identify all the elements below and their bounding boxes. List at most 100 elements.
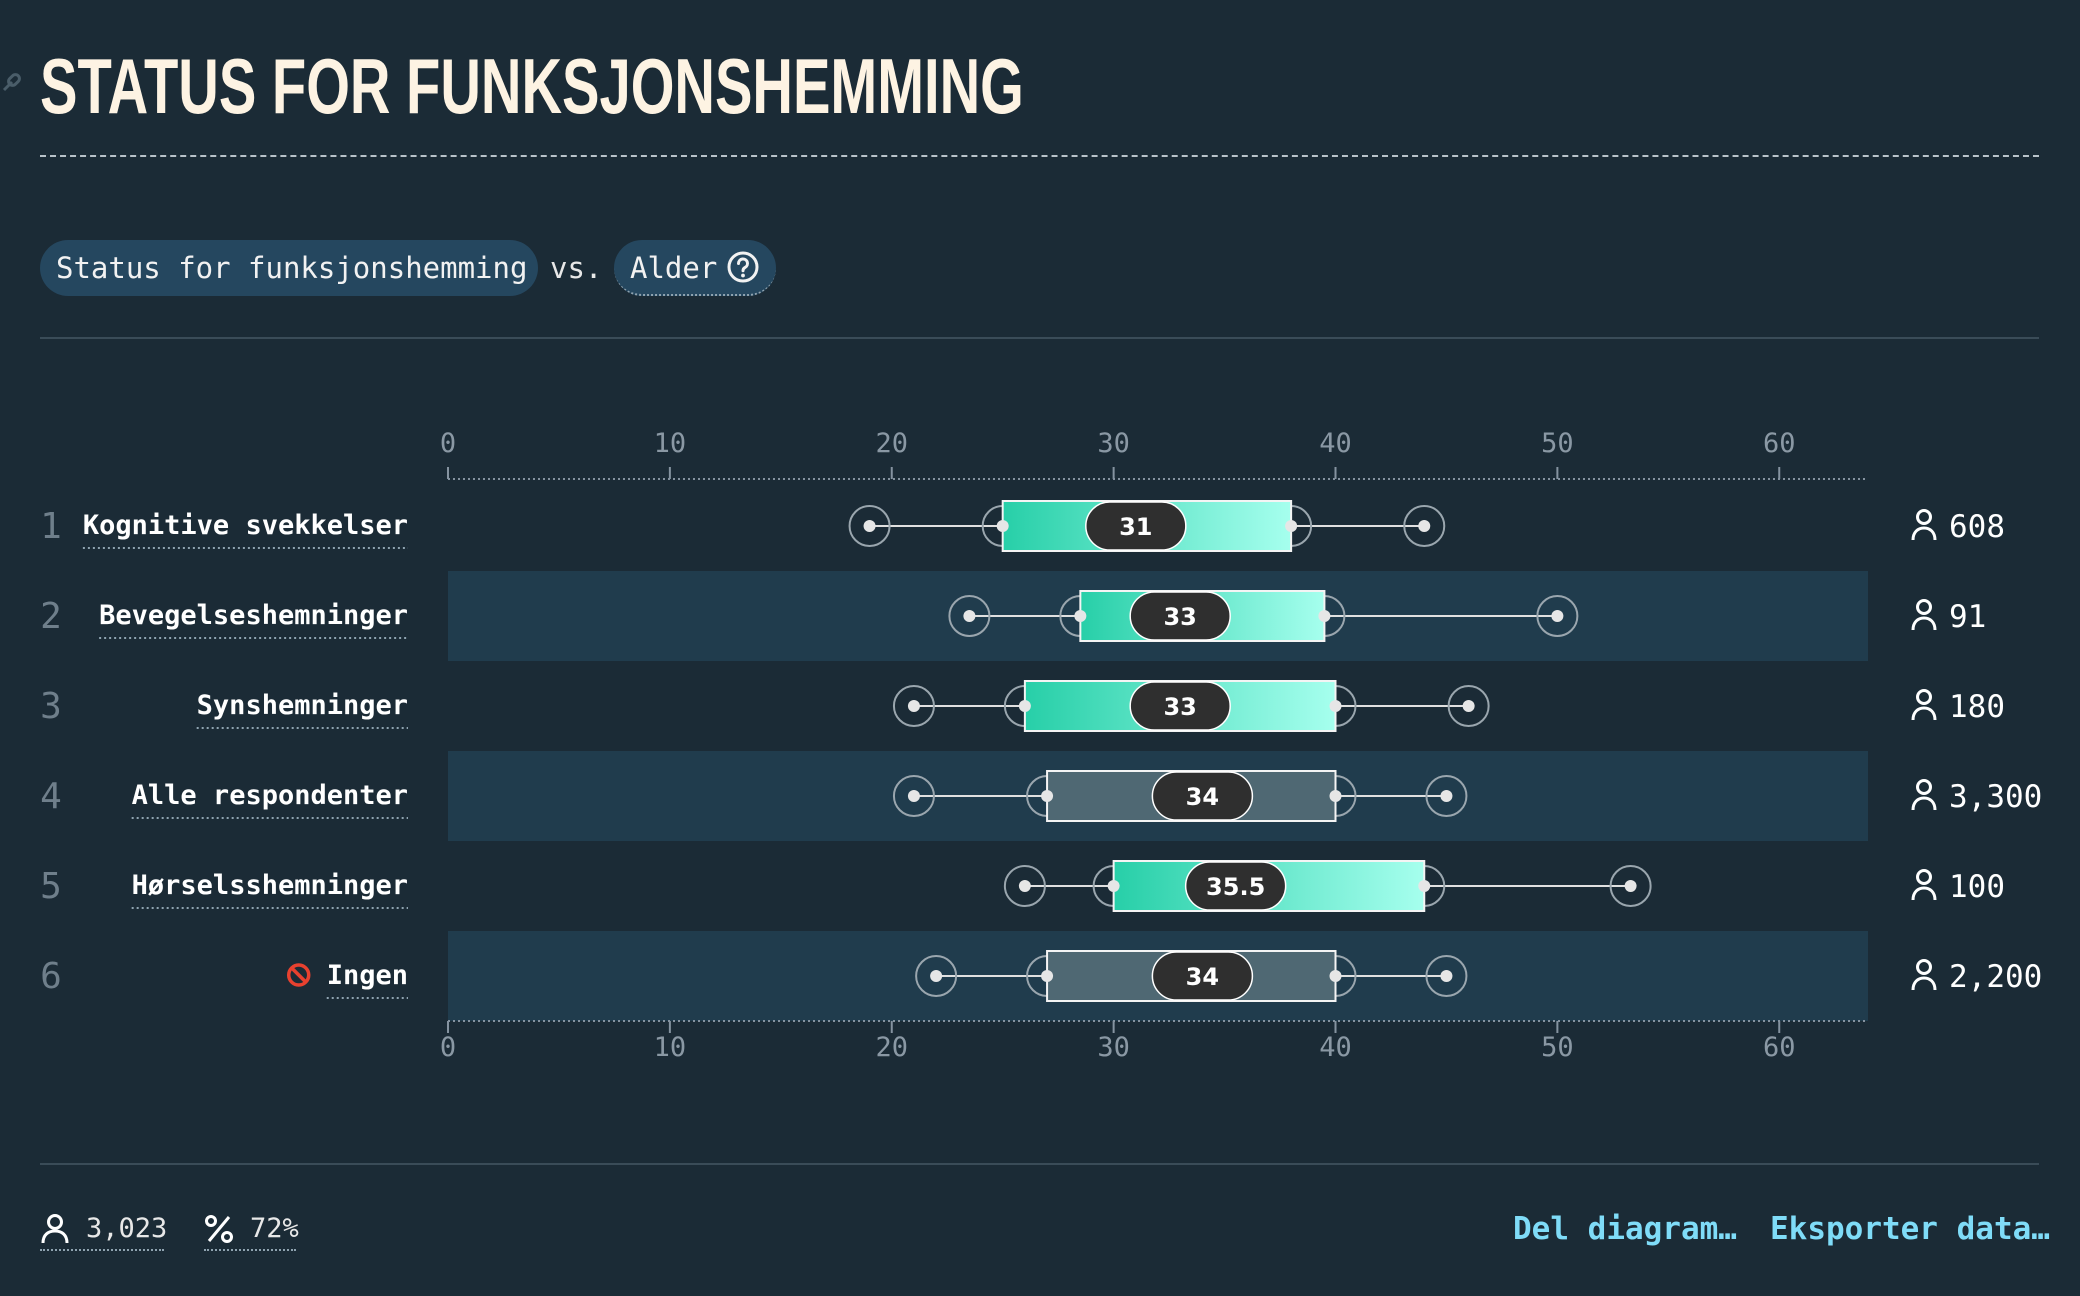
median-label: 34	[1186, 963, 1219, 991]
measure-label: Alder	[630, 251, 718, 285]
row-rank: 1	[40, 506, 62, 547]
row-count: 100	[1949, 869, 2005, 905]
person-icon-body	[1911, 526, 1937, 541]
median-pill	[1085, 501, 1187, 551]
q1-dot	[1018, 700, 1031, 712]
footer-divider	[40, 1163, 2039, 1165]
person-icon-body	[1911, 616, 1937, 631]
row-count: 3,300	[1949, 779, 2042, 815]
row-label: Bevegelseshemninger	[99, 600, 408, 631]
whisker-max-ring	[1609, 865, 1652, 907]
top-axis-tick-label: 50	[1541, 428, 1574, 459]
whisker-max-ring	[1425, 955, 1468, 997]
row-label: Alle respondenter	[132, 780, 408, 811]
row-label: Hørselsshemninger	[132, 870, 408, 901]
whisker-max-dot	[1418, 520, 1431, 532]
whisker-max-ring	[1536, 595, 1579, 637]
whisker-max-dot	[1440, 970, 1453, 982]
q3-dot	[1329, 700, 1342, 712]
row-label: Kognitive svekkelser	[83, 510, 408, 541]
whisker-min-dot	[907, 700, 920, 712]
no-entry-icon	[286, 963, 311, 987]
top-axis-tick-label: 20	[875, 428, 908, 459]
top-axis-tick-label: 60	[1763, 428, 1796, 459]
percent-value: 72%	[250, 1213, 299, 1244]
person-icon	[1916, 689, 1932, 705]
boxplot-chart: 0 10 20 30 40 50 60 0 10 20 30 40 50 60 1 Kognitive sve…	[40, 428, 2042, 1063]
bottom-axis-tick-label: 50	[1541, 1032, 1574, 1063]
row-rank: 6	[40, 956, 62, 997]
percent-stat[interactable]: 72%	[204, 1209, 299, 1251]
top-axis-tick-label: 10	[654, 428, 687, 459]
row-rank: 4	[40, 776, 62, 817]
median-label: 35.5	[1206, 873, 1265, 901]
median-label: 33	[1163, 693, 1196, 721]
bottom-axis-tick-label: 20	[875, 1032, 908, 1063]
link-icon[interactable]	[0, 70, 24, 100]
median-label: 34	[1186, 783, 1219, 811]
median-label: 31	[1119, 513, 1152, 541]
row-count: 180	[1949, 689, 2005, 725]
person-icon	[1916, 599, 1932, 615]
person-icon	[1916, 509, 1932, 525]
whisker-max-dot	[1440, 790, 1453, 802]
top-axis-tick-label: 0	[440, 428, 456, 459]
bottom-axis-tick-label: 0	[440, 1032, 456, 1063]
page-title: STATUS FOR FUNKSJONSHEMMING	[40, 42, 1024, 130]
person-icon	[1916, 779, 1932, 795]
whisker-min-dot	[907, 790, 920, 802]
export-data-link[interactable]: Eksporter data…	[1770, 1211, 2050, 1247]
row-label: Synshemninger	[197, 690, 408, 721]
help-icon[interactable]	[726, 250, 760, 284]
q1-dot	[1041, 790, 1054, 802]
whisker-max-ring	[1403, 505, 1446, 547]
q1-dot	[996, 520, 1009, 532]
whisker-min-ring	[1003, 865, 1046, 907]
whisker-min-ring	[892, 775, 935, 817]
respondents-stat[interactable]: 3,023	[40, 1209, 168, 1251]
whisker-max-dot	[1551, 610, 1564, 622]
bottom-axis-tick-label: 30	[1097, 1032, 1130, 1063]
respondents-value: 3,023	[86, 1213, 168, 1244]
controls-divider	[40, 337, 2039, 339]
whisker-min-ring	[892, 685, 935, 727]
person-icon-body	[1911, 706, 1937, 721]
person-icon	[1916, 869, 1932, 885]
whisker-min-dot	[963, 610, 976, 622]
median-pill	[1151, 771, 1254, 821]
q3-dot	[1329, 790, 1342, 802]
measure-selector[interactable]: Alder	[614, 240, 776, 296]
q3-dot	[1285, 520, 1298, 532]
whisker-max-dot	[1462, 700, 1475, 712]
percent-icon	[205, 1215, 233, 1243]
whisker-max-ring	[1447, 685, 1490, 727]
whisker-min-dot	[930, 970, 943, 982]
row-count: 91	[1949, 599, 1986, 635]
median-pill	[1129, 591, 1231, 641]
title-divider	[40, 155, 2039, 157]
whisker-min-ring	[848, 505, 891, 547]
q3-dot	[1329, 970, 1342, 982]
bottom-axis-tick-label: 60	[1763, 1032, 1796, 1063]
row-rank: 2	[40, 596, 62, 637]
median-pill	[1129, 681, 1231, 731]
q1-dot	[1041, 970, 1054, 982]
whisker-min-dot	[863, 520, 876, 532]
person-icon	[1916, 959, 1932, 975]
share-chart-link[interactable]: Del diagram…	[1513, 1211, 1737, 1247]
whisker-min-dot	[1018, 880, 1031, 892]
bottom-axis-tick-label: 10	[654, 1032, 687, 1063]
whisker-min-ring	[948, 595, 991, 637]
row-rank: 3	[40, 686, 62, 727]
person-icon	[41, 1214, 69, 1244]
dimension-selector[interactable]: Status for funksjonshemming	[40, 240, 538, 296]
q3-dot	[1318, 610, 1331, 622]
median-pill	[1151, 951, 1254, 1001]
top-axis-tick-label: 40	[1319, 428, 1352, 459]
q3-dot	[1418, 880, 1431, 892]
top-axis-tick-label: 30	[1097, 428, 1130, 459]
vs-label: vs.	[550, 251, 603, 285]
row-count: 608	[1949, 509, 2005, 545]
q1-dot	[1074, 610, 1087, 622]
whisker-min-ring	[915, 955, 958, 997]
